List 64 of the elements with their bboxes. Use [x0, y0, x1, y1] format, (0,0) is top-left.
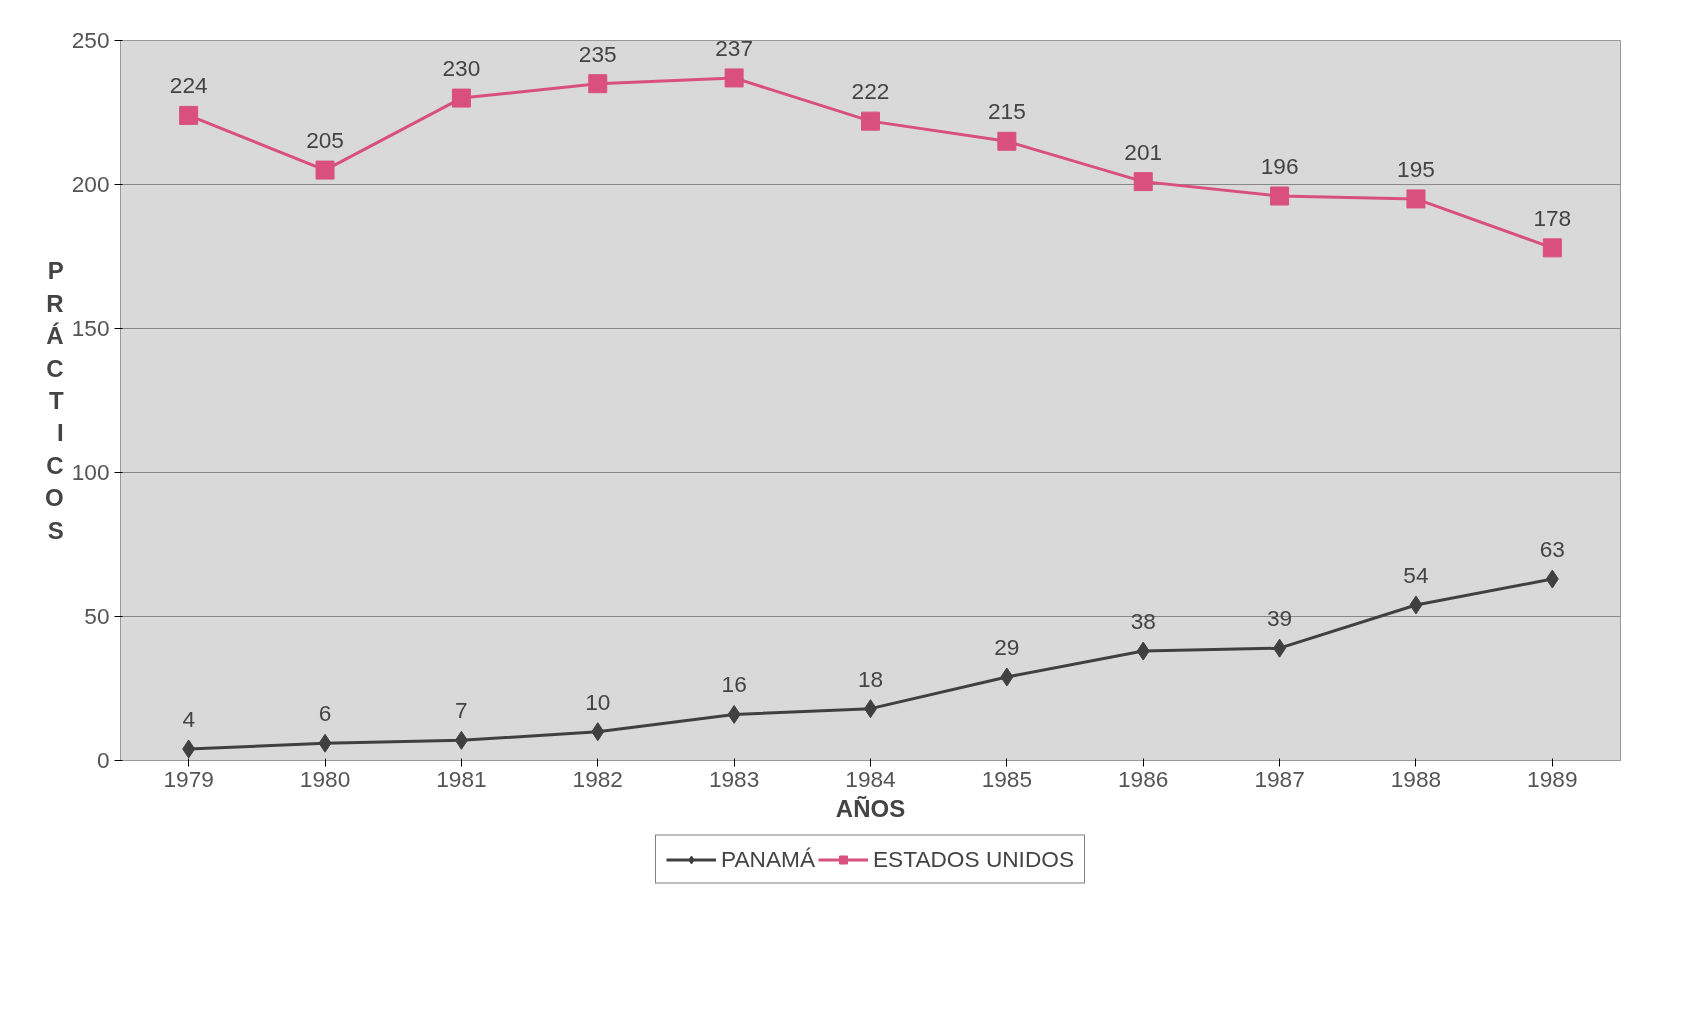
point [1409, 595, 1423, 615]
y-tick-label: 50 [84, 603, 110, 629]
x-tick-label: 1979 [163, 765, 214, 792]
x-tick-label: 1982 [572, 765, 623, 792]
point [1133, 172, 1153, 192]
x-tick-label: 1984 [845, 765, 896, 792]
data-label: 235 [578, 40, 617, 67]
y-tick-label: 200 [71, 171, 110, 197]
text: PRÁCTICOS [45, 257, 64, 544]
y-tick-label: 150 [71, 315, 110, 341]
point [727, 704, 741, 724]
data-label: 205 [306, 127, 344, 154]
data-label: 196 [1260, 153, 1299, 180]
point [997, 131, 1017, 151]
data-label: 29 [994, 633, 1020, 660]
y-tick-label: 250 [71, 27, 110, 53]
point [454, 730, 468, 750]
point [588, 74, 608, 94]
point [1545, 569, 1559, 589]
data-label: 38 [1130, 608, 1156, 635]
data-label: 215 [987, 98, 1026, 125]
data-label: 178 [1533, 204, 1572, 231]
legend-label: ESTADOS UNIDOS [873, 845, 1074, 873]
x-tick-label: 1986 [1118, 765, 1169, 792]
point [861, 111, 880, 131]
point [182, 739, 196, 759]
data-label: 18 [857, 665, 884, 692]
point [591, 722, 605, 742]
y-tick-label: 0 [96, 747, 110, 773]
data-label: 54 [1403, 561, 1429, 588]
data-label: 39 [1266, 605, 1293, 632]
point [1270, 186, 1290, 206]
point [1406, 189, 1426, 209]
data-label: 224 [169, 72, 208, 99]
x-tick-label: 1980 [299, 765, 351, 792]
point [1136, 641, 1150, 661]
x-tick-label: 1987 [1254, 765, 1305, 792]
x-tick-label: 1988 [1390, 765, 1442, 792]
data-label: 237 [715, 34, 754, 61]
point [724, 68, 744, 88]
data-label: 230 [442, 55, 481, 82]
point [179, 105, 199, 125]
point [1273, 638, 1287, 658]
data-label: 222 [851, 78, 890, 105]
data-label: 201 [1124, 138, 1163, 165]
y-tick-label: 100 [71, 459, 110, 485]
data-label: 16 [721, 671, 747, 698]
x-tick-label: 1985 [981, 765, 1033, 792]
data-label: 7 [455, 697, 468, 724]
point [451, 88, 471, 108]
x-tick-label: 1981 [436, 765, 487, 792]
x-tick-label: 1983 [708, 765, 760, 792]
data-label: 6 [318, 700, 332, 727]
data-label: 4 [182, 705, 195, 732]
x-axis-title: AÑOS [835, 794, 906, 822]
legend-label: PANAMÁ [721, 845, 815, 873]
point [315, 160, 335, 180]
point [1542, 238, 1562, 258]
point [1000, 667, 1014, 687]
data-label: 10 [585, 688, 611, 715]
data-label: 195 [1397, 155, 1435, 182]
x-tick-label: 1989 [1527, 765, 1578, 792]
data-label: 63 [1539, 536, 1565, 563]
point [318, 733, 332, 753]
